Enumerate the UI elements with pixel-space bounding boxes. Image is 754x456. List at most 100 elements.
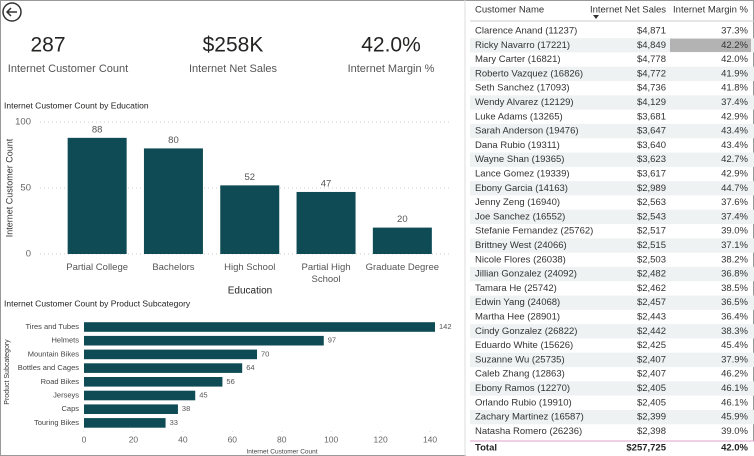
table-cell[interactable]: Brittney West (24066) [475, 240, 567, 251]
table-cell[interactable]: Natasha Romero (26236) [475, 426, 582, 437]
table-cell: $2,503 [637, 254, 666, 265]
column-header[interactable]: Internet Net Sales [590, 5, 666, 16]
bar[interactable] [84, 390, 196, 401]
table-cell[interactable]: Tamara He (25742) [475, 283, 557, 294]
kpi-label: Internet Net Sales [189, 63, 278, 75]
total-row [466, 441, 754, 456]
table-cell: 37.9% [721, 354, 748, 365]
table-cell[interactable]: Edwin Yang (24068) [475, 297, 560, 308]
table-cell[interactable]: Mary Carter (16821) [475, 54, 561, 65]
table-cell: 46.1% [721, 397, 748, 408]
table-cell: 42.0% [721, 54, 748, 65]
back-arrow[interactable] [5, 7, 17, 17]
table-cell: 39.0% [721, 426, 748, 437]
y-tick-label: 50 [20, 183, 31, 194]
table-cell: 46.1% [721, 383, 748, 394]
column-header[interactable]: Customer Name [475, 5, 544, 16]
table-cell: 37.6% [721, 197, 748, 208]
chart-title: Internet Customer Count by Education [4, 100, 149, 110]
table-cell[interactable]: Ebony Ramos (12270) [475, 383, 570, 394]
table-cell[interactable]: Clarence Anand (11237) [475, 26, 577, 37]
table-cell[interactable]: Ebony Garcia (14163) [475, 183, 568, 194]
value-label: 80 [168, 135, 179, 146]
table-cell[interactable]: Wayne Shan (19365) [475, 154, 564, 165]
table-cell: $3,623 [637, 154, 666, 165]
table-cell: $3,617 [637, 169, 666, 180]
table-cell: $2,398 [637, 426, 666, 437]
back-circle[interactable] [2, 2, 22, 22]
y-tick-label: Jerseys [53, 390, 79, 399]
value-label: 88 [92, 124, 103, 135]
back-button[interactable] [2, 2, 22, 22]
bar[interactable] [84, 418, 166, 428]
y-tick-label: Mountain Bikes [28, 349, 80, 358]
table-cell: 43.4% [721, 140, 748, 151]
bar[interactable] [84, 349, 258, 360]
table-cell[interactable]: Joe Sanchez (16552) [475, 211, 565, 222]
table-cell[interactable]: Stefanie Fernandez (25762) [475, 226, 593, 237]
table-cell[interactable]: Sarah Anderson (19476) [475, 126, 579, 137]
row-band [470, 266, 754, 282]
table-cell: 42.9% [721, 111, 748, 122]
table-cell: $2,563 [637, 197, 666, 208]
table-cell: $4,129 [637, 97, 666, 108]
bar[interactable] [372, 227, 432, 254]
total-cell: $257,725 [626, 443, 666, 454]
table-cell[interactable]: Roberto Vazquez (16826) [475, 68, 583, 79]
table-cell[interactable]: Suzanne Wu (25735) [475, 354, 565, 365]
table-cell: $2,462 [637, 283, 666, 294]
y-tick-label: 0 [26, 249, 31, 260]
row-band [470, 152, 754, 167]
kpi-value: 42.0% [361, 34, 421, 57]
kpi-label: Internet Customer Count [8, 63, 128, 75]
x-tick-label: 140 [423, 434, 437, 444]
table-cell[interactable]: Jenny Zeng (16940) [475, 197, 560, 208]
row-band [470, 66, 754, 82]
bar[interactable] [296, 191, 356, 254]
x-tick-label: Bachelors [152, 262, 195, 273]
table-cell[interactable]: Caleb Zhang (12863) [475, 369, 565, 380]
value-label: 97 [328, 336, 336, 345]
table-cell[interactable]: Dana Rubio (19311) [475, 140, 560, 151]
y-tick-label: Road Bikes [41, 377, 80, 386]
table-cell[interactable]: Ricky Navarro (17221) [475, 40, 570, 51]
row-band [470, 409, 754, 425]
bar[interactable] [220, 185, 280, 254]
table-cell: $2,515 [637, 240, 666, 251]
total-cell: 42.0% [721, 443, 748, 454]
table-cell[interactable]: Seth Sanchez (17093) [475, 83, 570, 94]
value-label: 52 [244, 172, 255, 183]
table-cell: 46.2% [721, 369, 748, 380]
x-tick-label: 100 [324, 434, 338, 444]
table-cell[interactable]: Jillian Gonzalez (24092) [475, 269, 577, 280]
y-tick-label: Caps [61, 404, 79, 413]
column-header[interactable]: Internet Margin % [673, 5, 749, 16]
table-cell[interactable]: Cindy Gonzalez (26822) [475, 326, 577, 337]
y-tick-label: 100 [15, 117, 31, 128]
table-cell[interactable]: Nicole Flores (26038) [475, 254, 566, 265]
x-tick-label: 80 [277, 434, 287, 444]
row-band [470, 352, 754, 368]
table-cell[interactable]: Orlando Rubio (19910) [475, 397, 572, 408]
table-cell[interactable]: Lance Gomez (19339) [475, 169, 570, 180]
bar[interactable] [84, 404, 178, 414]
x-axis-title: Internet Customer Count [246, 449, 317, 456]
value-label: 70 [261, 349, 269, 358]
row-band [470, 324, 754, 339]
bar[interactable] [84, 335, 324, 346]
y-tick-label: Touring Bikes [34, 418, 79, 427]
table-cell[interactable]: Wendy Alvarez (12129) [475, 97, 574, 108]
x-tick-label: High School [224, 262, 276, 273]
table-cell: 38.2% [721, 254, 748, 265]
table-cell[interactable]: Martha Hee (28901) [475, 312, 560, 323]
table-cell: 44.7% [721, 183, 748, 194]
table-cell[interactable]: Luke Adams (13265) [475, 111, 563, 122]
value-label: 33 [170, 418, 178, 427]
bar[interactable] [67, 137, 127, 254]
table-cell[interactable]: Eduardo White (15626) [475, 340, 573, 351]
bar[interactable] [84, 363, 243, 373]
bar[interactable] [143, 148, 203, 254]
table-cell[interactable]: Zachary Martinez (16587) [475, 412, 584, 423]
bar[interactable] [84, 377, 223, 387]
bar[interactable] [84, 322, 435, 332]
